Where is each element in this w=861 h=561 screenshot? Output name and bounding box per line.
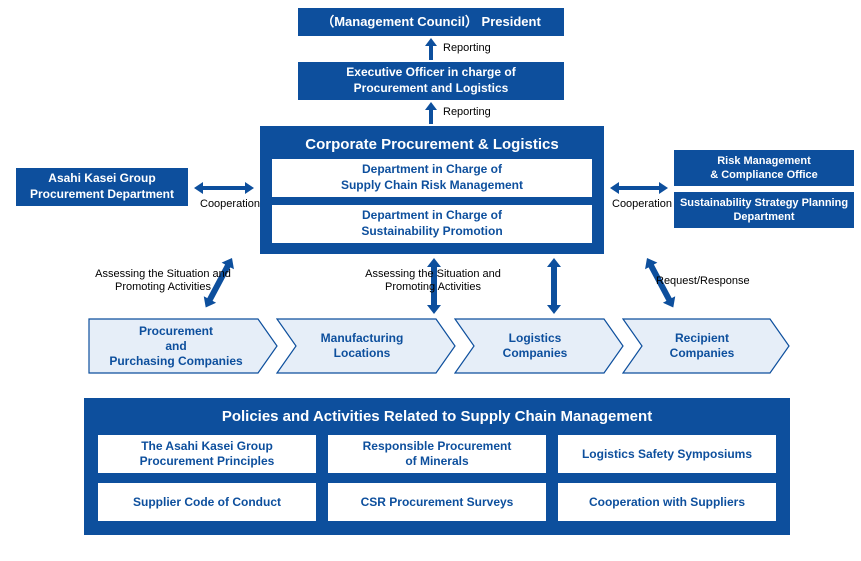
- policies-title: Policies and Activities Related to Suppl…: [98, 408, 776, 425]
- label-reporting-2: Reporting: [443, 106, 491, 119]
- chevron-1: Procurement and Purchasing Companies: [88, 318, 278, 374]
- exec-officer-box: Executive Officer in charge of Procureme…: [298, 62, 564, 100]
- chevron-4: Recipient Companies: [622, 318, 790, 374]
- chevron-3: Logistics Companies: [454, 318, 624, 374]
- label-reporting-1: Reporting: [443, 42, 491, 55]
- right-box-sustain: Sustainability Strategy Planning Departm…: [674, 192, 854, 228]
- policy-item-4: CSR Procurement Surveys: [328, 483, 546, 521]
- label-coop-left: Cooperation: [200, 198, 260, 211]
- label-assess-2: Assessing the Situation and Promoting Ac…: [358, 268, 508, 294]
- policies-panel: Policies and Activities Related to Suppl…: [84, 398, 790, 535]
- label-reqresp: Request/Response: [656, 275, 750, 288]
- right-box-risk: Risk Management & Compliance Office: [674, 150, 854, 186]
- policy-item-3: Supplier Code of Conduct: [98, 483, 316, 521]
- policy-item-2: Logistics Safety Symposiums: [558, 435, 776, 473]
- policy-item-5: Cooperation with Suppliers: [558, 483, 776, 521]
- chevron-1-label: Procurement and Purchasing Companies: [88, 318, 278, 374]
- chevron-3-label: Logistics Companies: [454, 318, 624, 374]
- center-dept2: Department in Charge of Sustainability P…: [272, 205, 592, 243]
- policies-grid: The Asahi Kasei Group Procurement Princi…: [98, 435, 776, 521]
- arrow-coop-right: [610, 182, 668, 194]
- center-panel: Corporate Procurement & Logistics Depart…: [260, 126, 604, 254]
- chevron-2: Manufacturing Locations: [276, 318, 456, 374]
- left-dept-box: Asahi Kasei Group Procurement Department: [16, 168, 188, 206]
- label-assess-1: Assessing the Situation and Promoting Ac…: [88, 268, 238, 294]
- label-coop-right: Cooperation: [612, 198, 672, 211]
- arrow-coop-left: [194, 182, 254, 194]
- center-dept1: Department in Charge of Supply Chain Ris…: [272, 159, 592, 197]
- policy-item-0: The Asahi Kasei Group Procurement Princi…: [98, 435, 316, 473]
- policy-item-1: Responsible Procurement of Minerals: [328, 435, 546, 473]
- arrow-reporting-1: [425, 38, 437, 60]
- arrow-assess-3: [547, 258, 561, 314]
- chevron-2-label: Manufacturing Locations: [276, 318, 456, 374]
- president-box: （Management Council） President: [298, 8, 564, 36]
- chevron-4-label: Recipient Companies: [622, 318, 790, 374]
- arrow-reporting-2: [425, 102, 437, 124]
- center-title: Corporate Procurement & Logistics: [272, 132, 592, 159]
